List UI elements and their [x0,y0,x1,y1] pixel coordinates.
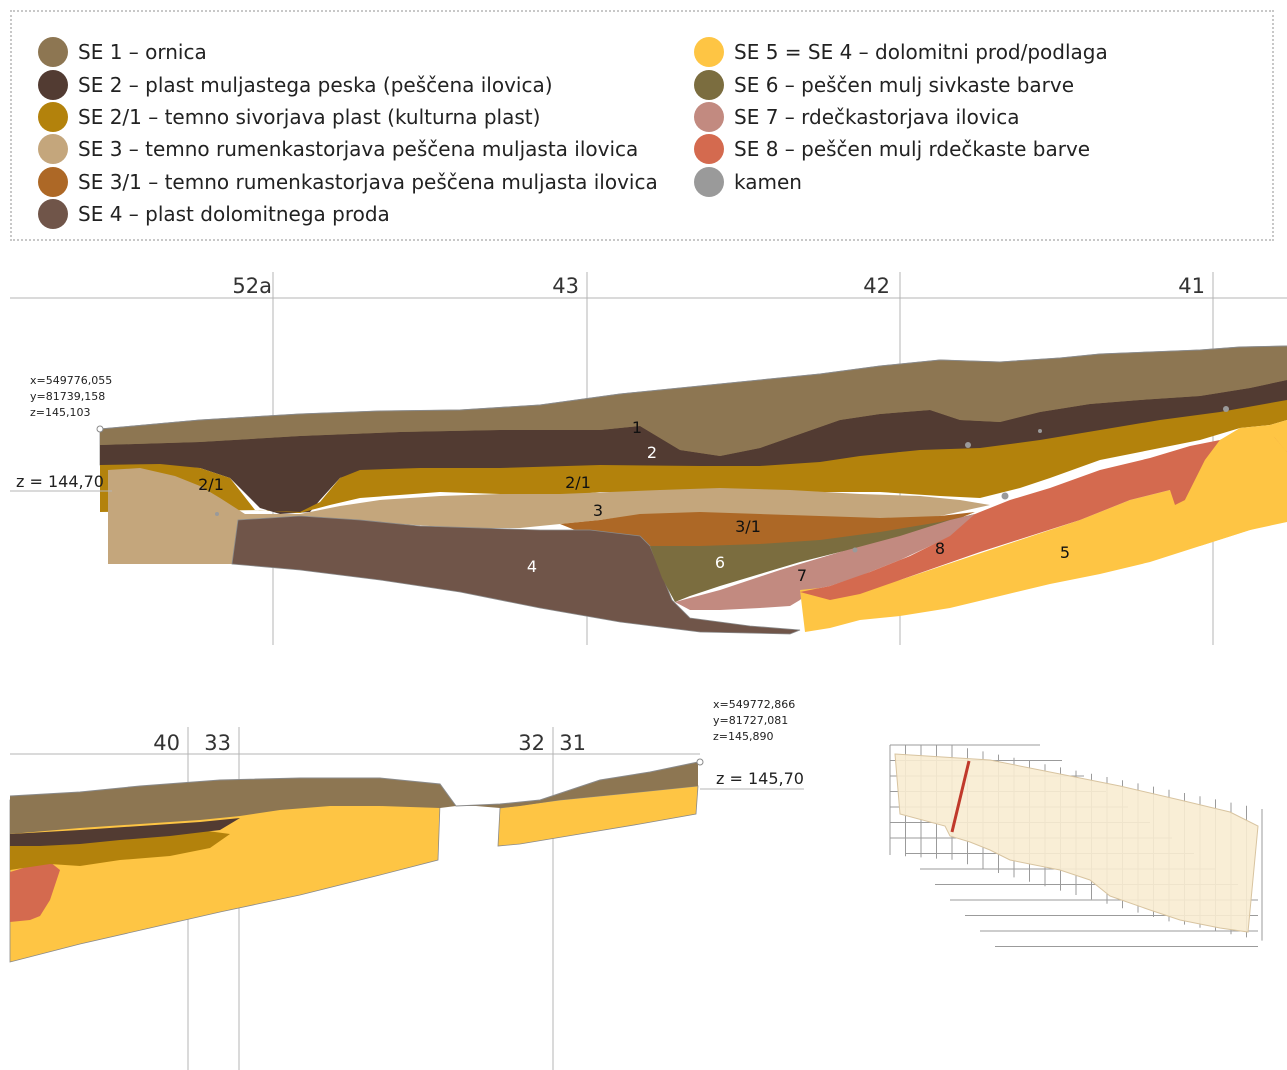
legend-column-left: SE 1 – ornica SE 2 – plast muljastega pe… [38,36,658,230]
upper-section: 52a 43 42 41 x=549776,055 y=81739,158 z=… [10,272,1287,645]
stone [965,442,971,448]
lower-layer-se8 [10,862,60,922]
stone [1038,429,1042,433]
stones [215,406,1229,553]
lower-outline [9,761,699,807]
inset-plan-map [889,744,1263,947]
trench-outline [894,753,1259,933]
legend-item-se1: SE 1 – ornica [38,36,658,68]
kulturna-plast-swatch-icon [38,101,68,132]
layer-se1-top [100,346,1287,456]
legend-item-kamen: kamen [694,166,1108,198]
sivkasti-mulj-swatch-icon [694,69,724,100]
legend-label: SE 2/1 – temno sivorjava plast (kulturna… [78,104,541,129]
grid-label-42: 42 [863,274,890,298]
layer-se5 [800,420,1287,632]
legend-label: SE 4 – plast dolomitnega proda [78,202,390,227]
point-coord-y: y=81727,081 [713,714,788,727]
ornica-swatch-icon [38,37,68,68]
layer-label-5: 5 [1060,543,1070,562]
layer-label-7: 7 [797,566,807,585]
legend-label: SE 1 – ornica [78,40,207,65]
point-coord-x: x=549772,866 [713,698,795,711]
grid-label-41: 41 [1178,274,1205,298]
datum-label: z = 144,70 [16,472,104,491]
point-marker-icon [696,758,704,766]
legend-label: SE 6 – peščen mulj sivkaste barve [734,72,1075,97]
rdeckastorjava-ilovica-swatch-icon [694,101,724,132]
lower-layer-se2-1 [10,830,230,870]
layer-label-2-1b: 2/1 [565,473,591,492]
layer-se7 [675,514,975,610]
stone [215,512,219,516]
legend-label: SE 3/1 – temno rumenkastorjava peščena m… [78,169,658,194]
section-outline [99,345,1287,430]
layer-label-6: 6 [715,553,725,572]
legend-column-right: SE 5 = SE 4 – dolomitni prod/podlaga SE … [694,36,1108,198]
rumenkastorjava-ilovica-2-swatch-icon [38,166,68,197]
stone [852,547,858,553]
legend-item-se2: SE 2 – plast muljastega peska (peščena i… [38,68,658,100]
legend: SE 1 – ornica SE 2 – plast muljastega pe… [10,10,1274,241]
grid-label-32: 32 [518,731,545,755]
legend-label: SE 3 – temno rumenkastorjava peščena mul… [78,137,639,162]
lower-section: 40 33 32 31 x=549772,866 y=81727,081 z=1… [9,698,804,1070]
point-coord-x: x=549776,055 [30,374,112,387]
grid-label-52a: 52a [232,274,272,298]
layer-label-3: 3 [593,501,603,520]
layer-label-2-1a: 2/1 [198,475,224,494]
point-coord-z: z=145,103 [30,406,90,419]
layer-se3-1 [560,512,975,546]
grid-label-43: 43 [552,274,579,298]
section-line-marker [950,760,971,833]
point-marker-icon [96,425,104,433]
layer-se2-1 [100,400,1287,513]
lower-layer-se2 [10,818,240,846]
legend-item-se2-1: SE 2/1 – temno sivorjava plast (kulturna… [38,101,658,133]
grid-label-40: 40 [153,731,180,755]
layer-label-3-1: 3/1 [735,517,761,536]
layer-label-2: 2 [647,443,657,462]
grid-label-31: 31 [559,731,586,755]
lower-layer-se1-left [10,778,456,834]
layer-se2 [100,380,1287,514]
rdeckasti-mulj-swatch-icon [694,134,724,165]
stone [1001,492,1009,500]
legend-item-se8: SE 8 – peščen mulj rdečkaste barve [694,133,1108,165]
grid-label-33: 33 [204,731,231,755]
kamen-swatch-icon [694,166,724,197]
legend-item-se7: SE 7 – rdečkastorjava ilovica [694,101,1108,133]
rumenkastorjava-ilovica-swatch-icon [38,134,68,165]
legend-label: SE 5 = SE 4 – dolomitni prod/podlaga [734,40,1108,65]
legend-label: SE 8 – peščen mulj rdečkaste barve [734,137,1091,162]
layer-se3 [108,468,990,564]
layer-se4 [231,515,801,635]
layer-label-1: 1 [632,418,642,437]
dolomitni-prod-swatch-icon [38,199,68,230]
lower-layer-se1-right [456,762,698,808]
legend-item-se6: SE 6 – peščen mulj sivkaste barve [694,68,1108,100]
layer-se6 [650,514,975,602]
legend-label: SE 2 – plast muljastega peska (peščena i… [78,72,553,97]
layer-se8 [800,430,1287,600]
legend-label: SE 7 – rdečkastorjava ilovica [734,104,1020,129]
point-coord-z: z=145,890 [713,730,773,743]
legend-label: kamen [734,169,802,194]
podlaga-swatch-icon [694,37,724,68]
layer-label-8: 8 [935,539,945,558]
muljasti-pesek-swatch-icon [38,69,68,100]
legend-item-se5: SE 5 = SE 4 – dolomitni prod/podlaga [694,36,1108,68]
point-coord-y: y=81739,158 [30,390,105,403]
stone [1223,406,1229,412]
legend-item-se4: SE 4 – plast dolomitnega proda [38,198,658,230]
layer-label-4: 4 [527,557,537,576]
datum-label: z = 145,70 [716,769,804,788]
legend-item-se3: SE 3 – temno rumenkastorjava peščena mul… [38,133,658,165]
layer-se5-bump [1175,428,1287,546]
legend-item-se3-1: SE 3/1 – temno rumenkastorjava peščena m… [38,166,658,198]
